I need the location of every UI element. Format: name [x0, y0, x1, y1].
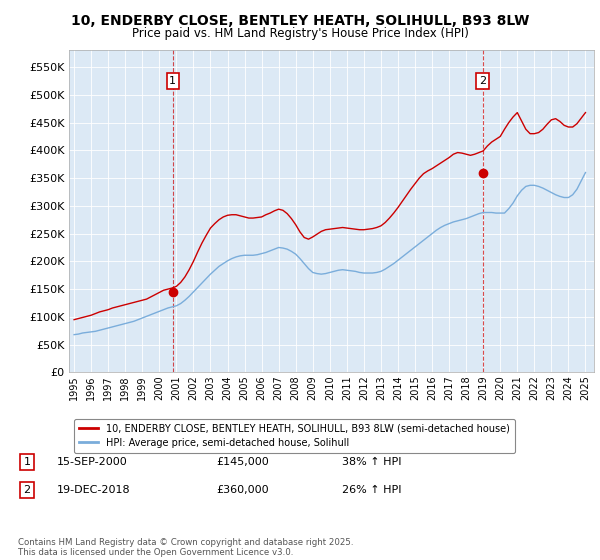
Text: 2: 2	[479, 76, 486, 86]
Text: Price paid vs. HM Land Registry's House Price Index (HPI): Price paid vs. HM Land Registry's House …	[131, 27, 469, 40]
Text: £360,000: £360,000	[216, 485, 269, 495]
Text: 15-SEP-2000: 15-SEP-2000	[57, 457, 128, 467]
Legend: 10, ENDERBY CLOSE, BENTLEY HEATH, SOLIHULL, B93 8LW (semi-detached house), HPI: : 10, ENDERBY CLOSE, BENTLEY HEATH, SOLIHU…	[74, 419, 515, 452]
Text: 1: 1	[169, 76, 176, 86]
Text: 10, ENDERBY CLOSE, BENTLEY HEATH, SOLIHULL, B93 8LW: 10, ENDERBY CLOSE, BENTLEY HEATH, SOLIHU…	[71, 14, 529, 28]
Text: £145,000: £145,000	[216, 457, 269, 467]
Text: 26% ↑ HPI: 26% ↑ HPI	[342, 485, 401, 495]
Text: Contains HM Land Registry data © Crown copyright and database right 2025.
This d: Contains HM Land Registry data © Crown c…	[18, 538, 353, 557]
Text: 2: 2	[23, 485, 31, 495]
Text: 19-DEC-2018: 19-DEC-2018	[57, 485, 131, 495]
Text: 1: 1	[23, 457, 31, 467]
Text: 38% ↑ HPI: 38% ↑ HPI	[342, 457, 401, 467]
